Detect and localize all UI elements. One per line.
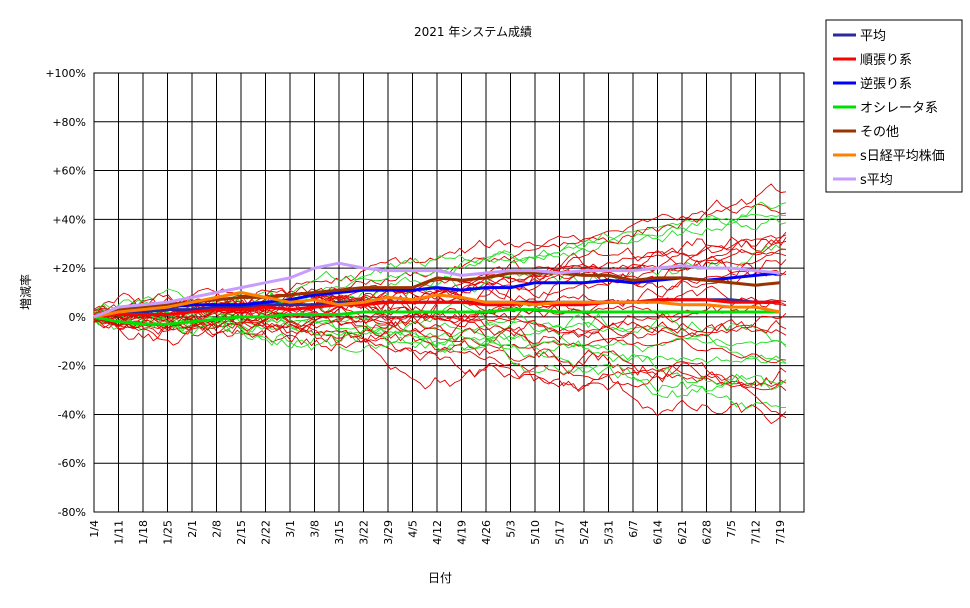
x-tick-label: 5/3 [505, 520, 518, 538]
series-line-1 [93, 298, 780, 319]
x-tick-label: 4/26 [480, 520, 493, 545]
x-tick-label: 3/29 [382, 520, 395, 545]
y-axis-ticks: -80% -60% -40% -20% 0% +20% +40% +60% +80% +100% [45, 67, 86, 519]
system-line [93, 305, 787, 387]
legend-entry: 順張り系 [860, 53, 912, 68]
x-tick-label: 2/15 [235, 520, 248, 545]
x-tick-label: 4/19 [456, 520, 469, 545]
x-tick-label: 4/5 [407, 520, 420, 538]
legend-entry: s日経平均株価 [860, 149, 945, 164]
plot-frame [93, 72, 805, 513]
x-tick-label: 6/7 [627, 520, 640, 538]
x-tick-label: 7/12 [750, 520, 763, 545]
y-tick-label: +80% [52, 116, 86, 129]
legend-entry: その他 [860, 125, 899, 140]
x-tick-label: 5/31 [603, 520, 616, 545]
x-tick-label: 6/21 [676, 520, 689, 545]
system-line [93, 298, 787, 332]
series-line-6 [93, 261, 781, 319]
system-line [93, 201, 787, 327]
plot-area [93, 72, 805, 513]
y-tick-label: 0% [69, 311, 86, 324]
x-tick-label: 1/18 [137, 520, 150, 545]
x-tick-label: 6/28 [701, 520, 714, 545]
x-tick-label: 3/8 [309, 520, 322, 538]
system-line [93, 304, 787, 364]
system-line [93, 236, 787, 324]
system-line [93, 298, 787, 345]
series-lines [93, 261, 781, 326]
x-tick-label: 5/10 [529, 520, 542, 545]
series-line-5 [93, 291, 781, 319]
y-tick-label: -80% [58, 506, 86, 519]
series-line-4 [93, 271, 781, 319]
x-tick-label: 3/22 [358, 520, 371, 545]
x-tick-label: 1/25 [162, 520, 175, 545]
legend-entry: 逆張り系 [860, 76, 912, 92]
legend-entry: 平均 [860, 29, 886, 44]
x-tick-label: 2/1 [186, 520, 199, 538]
y-tick-label: -40% [58, 408, 86, 421]
x-tick-label: 7/19 [774, 520, 787, 545]
x-tick-label: 3/15 [333, 520, 346, 545]
x-tick-label: 2/22 [260, 520, 273, 545]
y-tick-label: -20% [58, 360, 86, 373]
x-tick-label: 3/1 [284, 520, 297, 538]
individual-system-lines [93, 183, 787, 425]
system-line [93, 302, 787, 394]
y-tick-label: +100% [45, 67, 86, 80]
x-tick-label: 4/12 [431, 520, 444, 545]
system-line [93, 311, 787, 419]
x-axis-ticks: 1/4 1/11 1/18 1/25 2/1 2/8 2/15 2/22 3/1 3/8 3/15 3… [88, 520, 787, 545]
legend-entry: s平均 [860, 173, 893, 188]
x-tick-label: 5/24 [578, 520, 591, 545]
x-tick-label: 6/14 [652, 520, 665, 545]
x-tick-label: 5/17 [554, 520, 567, 545]
system-line [93, 299, 787, 410]
x-tick-label: 2/8 [211, 520, 224, 538]
x-tick-label: 1/4 [88, 520, 101, 538]
legend-entry: オシレータ系 [860, 101, 938, 116]
y-axis-label: 増減率 [18, 274, 33, 310]
y-tick-label: -60% [58, 457, 86, 470]
series-line-3 [93, 308, 780, 326]
x-tick-label: 1/11 [113, 520, 126, 545]
y-tick-label: +40% [52, 213, 86, 226]
x-tick-label: 7/5 [725, 520, 738, 538]
y-tick-label: +20% [52, 262, 86, 275]
x-axis-label: 日付 [428, 571, 452, 585]
series-line-2 [93, 271, 781, 319]
y-tick-label: +60% [52, 165, 86, 178]
chart-title: 2021 年システム成績 [414, 25, 532, 39]
